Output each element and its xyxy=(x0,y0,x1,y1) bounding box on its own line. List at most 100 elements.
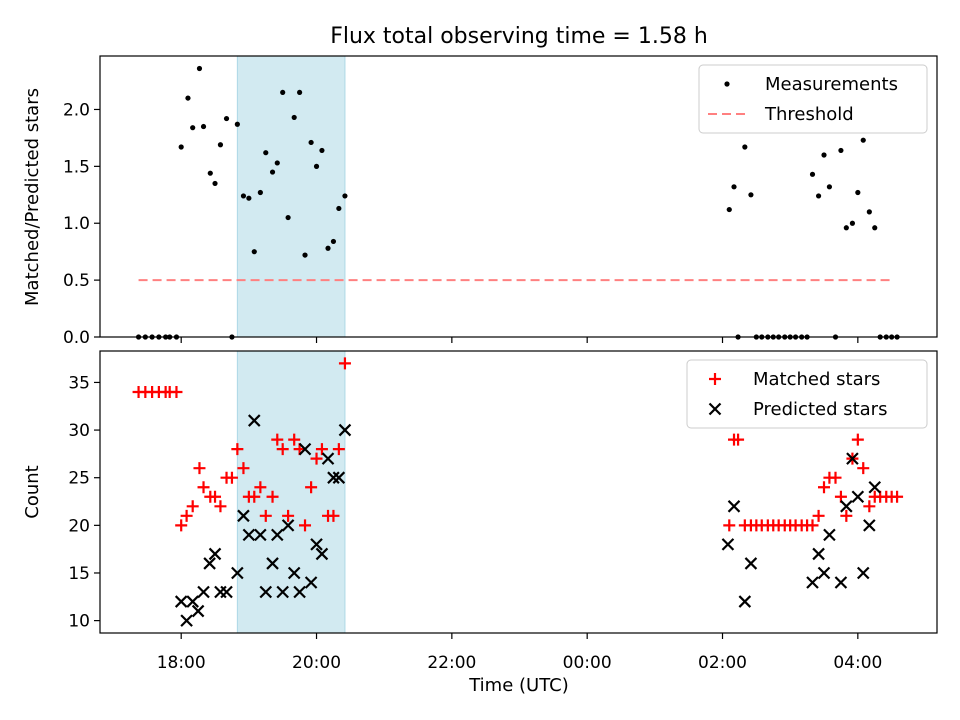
legend-predicted-swatch xyxy=(708,402,722,416)
predicted-stars-point xyxy=(310,538,323,551)
predicted-stars-point xyxy=(338,423,352,437)
matched-stars-point xyxy=(288,433,301,446)
measurement-point xyxy=(855,189,861,196)
measurement-point xyxy=(342,193,348,199)
predicted-stars-point xyxy=(315,547,329,561)
measurement-point xyxy=(821,152,827,158)
matched-stars-point xyxy=(225,471,238,484)
measurement-point xyxy=(838,147,844,154)
measurement-point xyxy=(196,65,203,72)
predicted-stars-point xyxy=(863,519,876,532)
measurement-point xyxy=(274,160,280,166)
matched-stars-point xyxy=(812,509,825,522)
matched-stars-point xyxy=(310,452,323,465)
matched-stars-point xyxy=(197,481,210,494)
matched-stars-point xyxy=(338,357,351,370)
matched-stars-point xyxy=(237,462,250,475)
ratio-y-tick-label: 2.0 xyxy=(63,100,90,120)
measurement-point xyxy=(291,114,297,121)
measurement-point xyxy=(185,95,191,101)
measurement-point xyxy=(849,220,856,226)
measurement-point xyxy=(178,144,184,150)
measurement-point xyxy=(843,225,849,231)
x-axis-label: Time (UTC) xyxy=(468,675,569,696)
predicted-stars-point xyxy=(812,547,825,561)
count-y-tick-label: 10 xyxy=(68,612,90,632)
matched-stars-point xyxy=(170,385,183,398)
ratio-y-tick-label: 1.0 xyxy=(63,214,90,234)
predicted-stars-point xyxy=(186,595,199,608)
predicted-stars-point xyxy=(208,547,222,561)
matched-stars-point xyxy=(175,519,188,532)
predicted-stars-point xyxy=(174,595,188,608)
matched-stars-point xyxy=(327,509,340,522)
predicted-stars-point xyxy=(287,566,301,580)
predicted-stars-point xyxy=(851,490,865,504)
ratio-observing-window xyxy=(236,55,346,338)
matched-stars-point xyxy=(209,490,222,503)
predicted-stars-point xyxy=(846,452,859,465)
matched-stars-point xyxy=(315,443,328,456)
count-y-tick-label: 30 xyxy=(68,421,90,441)
measurement-point xyxy=(313,163,320,169)
predicted-stars-point xyxy=(727,500,741,513)
count-y-tick-label: 35 xyxy=(68,373,90,393)
legend-measurement-swatch xyxy=(724,81,730,87)
predicted-stars-point xyxy=(321,452,335,465)
measurement-point xyxy=(217,142,224,148)
matched-stars-point xyxy=(282,509,295,522)
predicted-stars-point xyxy=(197,585,210,599)
predicted-stars-point xyxy=(834,576,848,589)
legend-label: Matched stars xyxy=(753,369,880,390)
matched-stars-point xyxy=(248,490,261,503)
ratio-y-tick-label: 1.5 xyxy=(63,157,90,177)
matched-stars-point xyxy=(840,509,853,522)
matched-stars-point xyxy=(829,471,842,484)
predicted-stars-point xyxy=(738,595,752,608)
measurement-point xyxy=(223,115,230,122)
measurement-point xyxy=(815,193,822,199)
predicted-stars-point xyxy=(271,528,284,542)
predicted-stars-point xyxy=(203,557,216,570)
ratio-panel: 0.0 0.5 1.0 1.5 2.0 Measurements Threshold xyxy=(63,55,938,348)
count-y-tick-label: 25 xyxy=(68,469,90,489)
measurement-point xyxy=(263,150,269,156)
matched-stars-point xyxy=(851,433,864,446)
count-y-tick-label: 20 xyxy=(68,516,90,536)
measurement-point xyxy=(748,192,754,198)
legend-box xyxy=(686,359,928,429)
predicted-stars-point xyxy=(191,604,205,618)
ratio-y-tick-label: 0.5 xyxy=(63,271,90,291)
predicted-stars-point xyxy=(242,528,256,542)
matched-stars-point xyxy=(863,500,876,513)
measurement-point xyxy=(809,171,816,177)
predicted-stars-point xyxy=(817,566,831,580)
matched-stars-point xyxy=(305,481,318,494)
predicted-stars-point xyxy=(327,471,340,484)
chart-title: Flux total observing time = 1.58 h xyxy=(330,24,708,49)
measurement-point xyxy=(726,206,732,213)
predicted-stars-point xyxy=(744,557,758,570)
predicted-stars-point xyxy=(276,585,289,599)
matched-stars-point xyxy=(723,519,736,532)
measurement-point xyxy=(200,123,207,130)
matched-stars-point xyxy=(231,443,244,456)
predicted-stars-point xyxy=(293,585,306,599)
predicted-stars-point xyxy=(247,414,261,427)
legend-label: Predicted stars xyxy=(753,399,887,420)
measurement-point xyxy=(308,139,314,146)
measurement-point xyxy=(269,169,276,175)
measurement-point xyxy=(826,184,833,190)
matched-stars-point xyxy=(254,481,267,494)
predicted-stars-point xyxy=(220,585,233,599)
predicted-stars-point xyxy=(856,566,870,580)
count-y-tick-label: 15 xyxy=(68,564,90,584)
measurement-point xyxy=(234,121,240,127)
measurement-point xyxy=(207,170,213,176)
predicted-stars-point xyxy=(868,480,882,494)
ratio-axes-frame xyxy=(99,55,938,338)
predicted-stars-point xyxy=(259,585,273,599)
measurement-point xyxy=(731,184,737,190)
predicted-stars-point xyxy=(823,528,836,542)
matched-stars-point xyxy=(186,500,199,513)
